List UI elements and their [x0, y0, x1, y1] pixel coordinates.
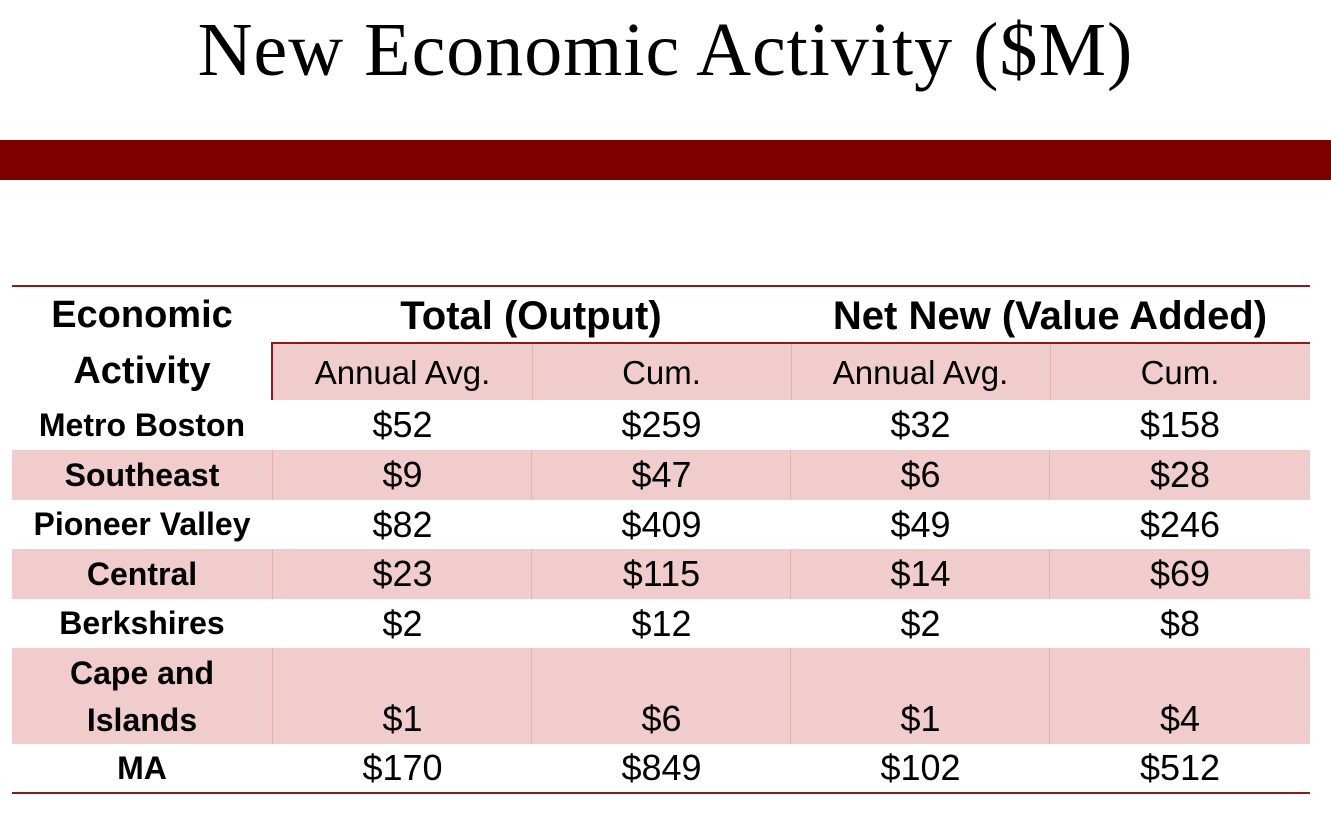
- row-label: Southeast: [64, 457, 220, 493]
- cell-net-annual-avg: $6: [900, 454, 941, 495]
- table-row: Southeast $9 $47 $6 $28: [12, 450, 1310, 500]
- cell-net-cum: $512: [1139, 747, 1221, 788]
- table-row: Metro Boston $52 $259 $32 $158: [12, 400, 1310, 450]
- table-row: Cape and Islands $1 $6 $1 $4: [12, 648, 1310, 744]
- cell-total-annual-avg: $23: [372, 553, 433, 594]
- row-col-divider: [790, 549, 791, 599]
- cell-total-cum: $409: [621, 504, 702, 545]
- subheader-net-cum: Cum.: [1140, 354, 1220, 391]
- row-label: Central: [86, 556, 198, 592]
- row-col-divider: [1049, 549, 1050, 599]
- cell-total-cum: $259: [621, 404, 702, 445]
- header-vertical-divider: [271, 342, 273, 400]
- row-col-divider: [272, 450, 273, 500]
- cell-net-annual-avg: $102: [880, 747, 961, 788]
- table-row: MA $170 $849 $102 $512: [12, 744, 1310, 792]
- table-top-rule: [12, 285, 1310, 287]
- cell-net-cum: $4: [1159, 698, 1201, 739]
- subheader-row: Annual Avg. Cum. Annual Avg. Cum.: [273, 344, 1310, 400]
- cell-net-cum: $246: [1139, 504, 1221, 545]
- table-row: Central $23 $115 $14 $69: [12, 549, 1310, 599]
- cell-total-annual-avg: $170: [362, 747, 443, 788]
- cell-total-cum: $6: [641, 698, 682, 739]
- cell-net-cum: $28: [1149, 454, 1211, 495]
- row-col-divider: [790, 450, 791, 500]
- row-col-divider: [790, 648, 791, 744]
- cell-total-annual-avg: $2: [382, 603, 423, 644]
- cell-total-cum: $12: [631, 603, 692, 644]
- row-label: MA: [117, 750, 167, 786]
- header-net-new-value-added: Net New (Value Added): [832, 294, 1268, 338]
- row-label: Berkshires: [59, 605, 225, 641]
- cell-total-cum: $115: [622, 553, 701, 594]
- slide-title: New Economic Activity ($M): [197, 8, 1134, 92]
- subheader-total-annual-avg: Annual Avg.: [314, 354, 491, 391]
- cell-net-annual-avg: $32: [890, 404, 951, 445]
- subheader-col-divider: [791, 344, 792, 400]
- subheader-total-cum: Cum.: [622, 354, 701, 391]
- title-accent-bar: [0, 140, 1331, 180]
- cell-total-annual-avg: $1: [382, 698, 423, 739]
- row-col-divider: [531, 549, 532, 599]
- header-economic-activity: Economic Activity: [51, 294, 233, 392]
- cell-net-annual-avg: $14: [890, 553, 951, 594]
- cell-net-annual-avg: $1: [900, 698, 941, 739]
- cell-net-cum: $8: [1159, 603, 1201, 644]
- row-col-divider: [531, 648, 532, 744]
- cell-total-cum: $47: [631, 454, 692, 495]
- cell-net-cum: $69: [1149, 553, 1211, 594]
- row-col-divider: [272, 648, 273, 744]
- cell-net-cum: $158: [1139, 404, 1221, 445]
- row-label: Cape and Islands: [69, 655, 215, 738]
- row-col-divider: [531, 450, 532, 500]
- header-total-output: Total (Output): [400, 294, 662, 338]
- cell-net-annual-avg: $49: [890, 504, 951, 545]
- table-bottom-rule: [12, 792, 1310, 794]
- table-row: Pioneer Valley $82 $409 $49 $246: [12, 500, 1310, 549]
- row-col-divider: [1049, 648, 1050, 744]
- cell-total-annual-avg: $52: [372, 404, 433, 445]
- cell-total-cum: $849: [621, 747, 702, 788]
- row-label: Metro Boston: [38, 407, 246, 443]
- cell-net-annual-avg: $2: [900, 603, 941, 644]
- header-divider: [272, 342, 1310, 344]
- subheader-net-annual-avg: Annual Avg.: [832, 354, 1009, 391]
- subheader-col-divider: [1050, 344, 1051, 400]
- table-row: Berkshires $2 $12 $2 $8: [12, 599, 1310, 648]
- row-col-divider: [272, 549, 273, 599]
- subheader-col-divider: [532, 344, 533, 400]
- cell-total-annual-avg: $82: [372, 504, 433, 545]
- row-label: Pioneer Valley: [33, 506, 251, 542]
- cell-total-annual-avg: $9: [382, 454, 423, 495]
- row-col-divider: [1049, 450, 1050, 500]
